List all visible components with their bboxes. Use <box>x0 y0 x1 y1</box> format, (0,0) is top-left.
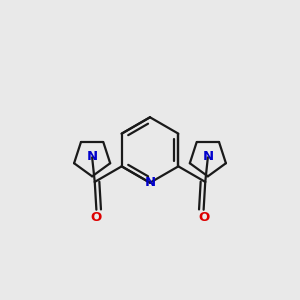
Text: O: O <box>91 212 102 224</box>
Text: N: N <box>144 176 156 189</box>
Text: N: N <box>202 150 213 163</box>
Text: O: O <box>198 212 209 224</box>
Text: N: N <box>87 150 98 163</box>
